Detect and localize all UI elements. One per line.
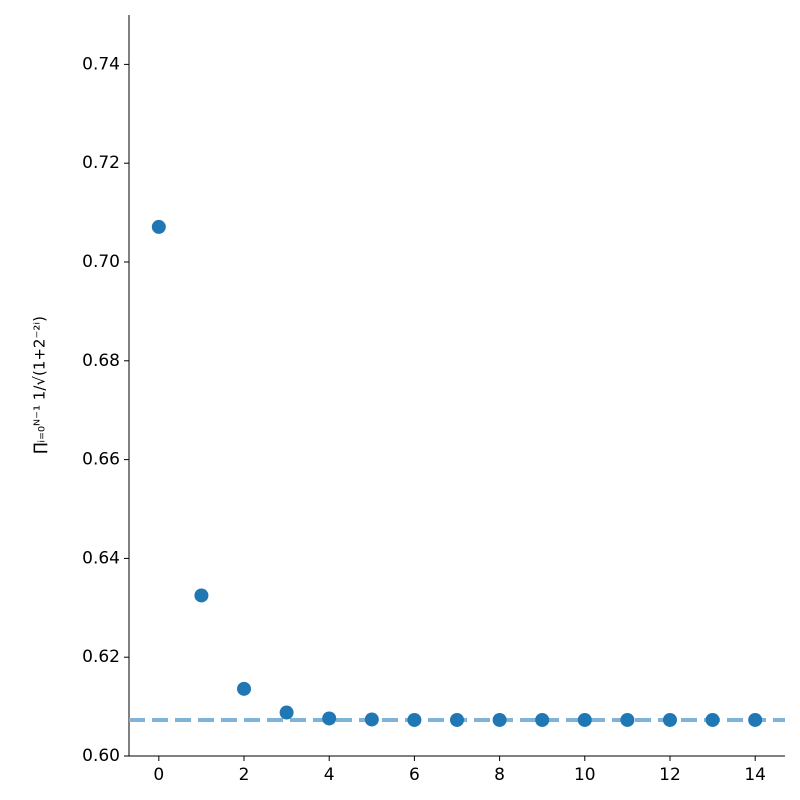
point — [364, 712, 379, 727]
y-tick-label: 0.70 — [82, 252, 120, 272]
y-tick-label: 0.62 — [82, 647, 120, 667]
point — [279, 705, 294, 720]
x-tick-label: 2 — [239, 765, 250, 785]
x-tick-label: 10 — [574, 765, 596, 785]
point — [151, 219, 166, 234]
x-tick-label: 8 — [494, 765, 505, 785]
x-tick-label: 0 — [153, 765, 164, 785]
x-tick-label: 12 — [659, 765, 681, 785]
x-tick-label: 14 — [744, 765, 766, 785]
y-tick-label: 0.74 — [82, 54, 120, 74]
point — [577, 712, 592, 727]
point — [748, 712, 763, 727]
y-tick-label: 0.72 — [82, 153, 120, 173]
point — [620, 712, 635, 727]
x-tick-label: 4 — [324, 765, 335, 785]
y-tick-label: 0.60 — [82, 746, 120, 766]
y-tick-label: 0.66 — [82, 450, 120, 470]
point — [194, 588, 209, 603]
point — [237, 681, 252, 696]
y-tick-label: 0.68 — [82, 351, 120, 371]
point — [662, 712, 677, 727]
y-axis-label: ∏ᵢ₌₀ᴺ⁻¹ 1/√(1+2⁻²ⁱ) — [31, 316, 49, 454]
point — [705, 712, 720, 727]
point — [535, 712, 550, 727]
point — [492, 712, 507, 727]
point — [322, 711, 337, 726]
point — [450, 712, 464, 727]
x-tick-label: 6 — [409, 765, 420, 785]
y-tick-label: 0.64 — [82, 548, 120, 568]
point — [407, 712, 422, 727]
